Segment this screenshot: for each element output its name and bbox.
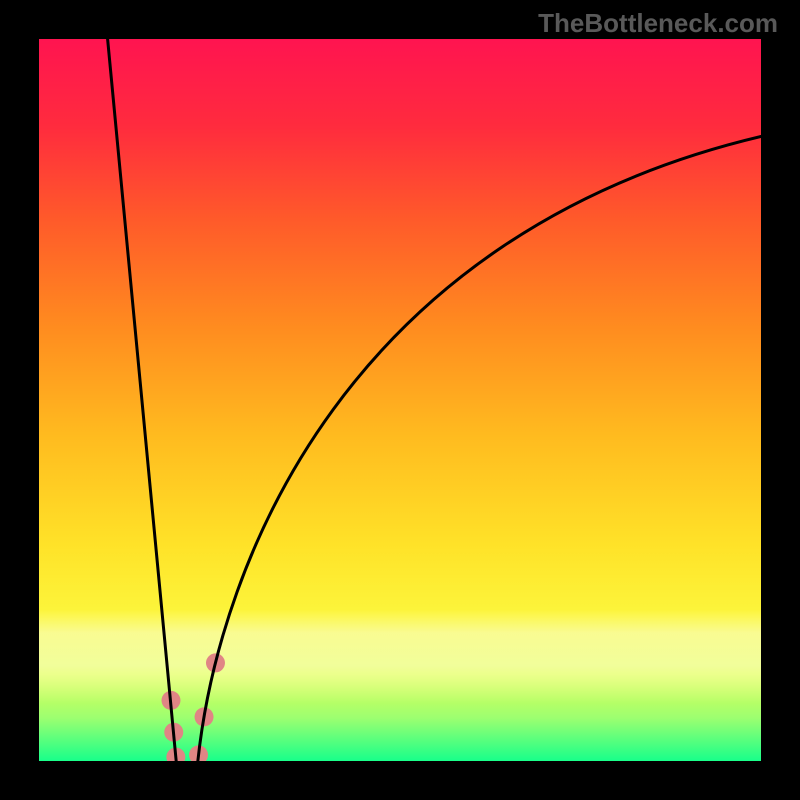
bottleneck-curves: [39, 39, 761, 761]
attribution-label: TheBottleneck.com: [538, 8, 778, 39]
right-curve: [198, 136, 761, 761]
chart-container: TheBottleneck.com: [0, 0, 800, 800]
left-curve: [108, 39, 177, 761]
plot-area: [39, 39, 761, 761]
